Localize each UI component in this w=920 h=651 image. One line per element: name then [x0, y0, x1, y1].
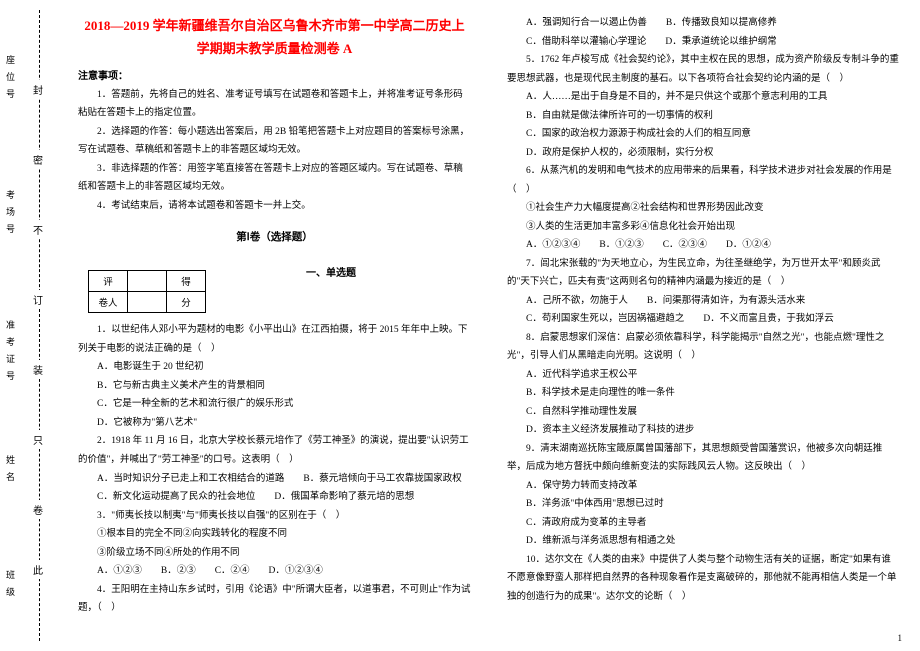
binding-label-class: 班级	[4, 570, 17, 604]
question-option: A．①②③ B．②③ C．②④ D．①②③④	[78, 562, 471, 581]
fold-label: 不	[33, 220, 43, 239]
fold-label: 此	[33, 560, 43, 579]
left-column: 2018—2019 学年新疆维吾尔自治区乌鲁木齐市第一中学高二历史上 学期期末教…	[62, 0, 491, 651]
part-1-title: 第Ⅰ卷（选择题）	[78, 229, 471, 244]
question-option: A．电影诞生于 20 世纪初	[78, 358, 471, 377]
score-table: 评 得 卷人 分	[88, 270, 206, 313]
question-option: A．保守势力转而支持改革	[507, 477, 900, 496]
question-option: C．国家的政治权力源源于构成社会的人们的相互同意	[507, 125, 900, 144]
question-stem: 4．王阳明在主持山东乡试时，引用《论语》中"所谓大臣者，以道事君，不可则止"作为…	[78, 581, 471, 618]
score-cell: 分	[167, 292, 206, 313]
instructions-header: 注意事项：	[78, 67, 471, 82]
title-line-2: 学期期末教学质量检测卷 A	[78, 37, 471, 60]
question-stem: 1．以世纪伟人邓小平为题材的电影《小平出山》在江西拍摄，将于 2015 年年中上…	[78, 321, 471, 358]
question-option: D．维新派与洋务派思想有相通之处	[507, 532, 900, 551]
question-stem: 10．达尔文在《人类的由来》中提供了人类与整个动物生活有关的证据，断定"如果有谁…	[507, 551, 900, 607]
question-option: A．己所不欲，勿施于人 B．问渠那得清如许，为有源头活水来	[507, 292, 900, 311]
instruction-item: 2．选择题的作答：每小题选出答案后，用 2B 铅笔把答题卡上对应题目的答案标号涂…	[78, 123, 471, 160]
question-option: B．洋务派"中体西用"思想已过时	[507, 495, 900, 514]
question-sub: ①社会生产力大幅度提高②社会结构和世界形势因此改变	[507, 199, 900, 218]
score-cell: 得	[167, 271, 206, 292]
question-stem: 9．清末湖南巡抚陈宝箴原属曾国藩部下，其思想颇受曾国藩赏识，他被多次向朝廷推举，…	[507, 440, 900, 477]
question-option: C．借助科举以灌输心学理论 D．秉承道统论以维护纲常	[507, 33, 900, 52]
title-line-1: 2018—2019 学年新疆维吾尔自治区乌鲁木齐市第一中学高二历史上	[78, 14, 471, 37]
question-stem: 3．"师夷长技以制夷"与"师夷长技以自强"的区别在于（ ）	[78, 507, 471, 526]
fold-label: 密	[33, 150, 43, 169]
binding-label-examno: 准考证号	[4, 320, 17, 388]
question-stem: 8．启蒙思想家们深信：启蒙必须依靠科学，科学能揭示"自然之光"，也能点燃"理性之…	[507, 329, 900, 366]
question-option: D．政府是保护人权的，必须限制，实行分权	[507, 144, 900, 163]
binding-label-room: 考场号	[4, 190, 17, 241]
question-stem: 6．从蒸汽机的发明和电气技术的应用带来的后果看，科学技术进步对社会发展的作用是（…	[507, 162, 900, 199]
question-sub: ③阶级立场不同④所处的作用不同	[78, 544, 471, 563]
question-option: A．人……是出于自身是不目的，并不是只供这个或那个意志利用的工具	[507, 88, 900, 107]
question-option: C．它是一种全新的艺术和流行很广的娱乐形式	[78, 395, 471, 414]
question-option: A．①②③④ B．①②③ C．②③④ D．①②④	[507, 236, 900, 255]
question-option: C．苟利国家生死以，岂因祸福避趋之 D．不义而富且贵，于我如浮云	[507, 310, 900, 329]
question-sub: ③人类的生活更加丰富多彩④信息化社会开始出现	[507, 218, 900, 237]
instruction-item: 1．答题前，先将自己的姓名、准考证号填写在试题卷和答题卡上，并将准考证号条形码粘…	[78, 86, 471, 123]
score-cell: 卷人	[89, 292, 128, 313]
question-option: A．当时知识分子已走上和工农相结合的道路 B．蔡元培倾向于马工农靠拢国家政权	[78, 470, 471, 489]
score-cell: 评	[89, 271, 128, 292]
question-stem: 5．1762 年卢梭写成《社会契约论》，其中主权在民的思想，成为资产阶级反专制斗…	[507, 51, 900, 88]
fold-label: 订	[33, 290, 43, 309]
question-option: B．自由就是做法律所许可的一切事情的权利	[507, 107, 900, 126]
page-number: 1	[898, 633, 903, 643]
question-option: C．自然科学推动理性发展	[507, 403, 900, 422]
question-sub: ①根本目的完全不同②向实践转化的程度不同	[78, 525, 471, 544]
score-cell	[128, 292, 167, 313]
exam-title: 2018—2019 学年新疆维吾尔自治区乌鲁木齐市第一中学高二历史上 学期期末教…	[78, 14, 471, 61]
binding-dashed-line	[39, 10, 40, 641]
question-option: D．资本主义经济发展推动了科技的进步	[507, 421, 900, 440]
question-option: D．它被称为"第八艺术"	[78, 414, 471, 433]
question-option: B．它与新古典主义美术产生的背景相同	[78, 377, 471, 396]
instruction-item: 4．考试结束后，请将本试题卷和答题卡一并上交。	[78, 197, 471, 216]
right-column: A．强调知行合一以遏止伪善 B．传播致良知以提高修养 C．借助科举以灌输心学理论…	[491, 0, 920, 651]
question-option: B．科学技术是走向理性的唯一条件	[507, 384, 900, 403]
fold-label: 卷	[33, 500, 43, 519]
binding-margin: 座位号 考场号 准考证号 姓名 班级 封 密 不 订 装 只 卷 此	[0, 0, 62, 651]
score-cell	[128, 271, 167, 292]
question-stem: 7．闾北宋张载的"为天地立心，为生民立命，为往圣继绝学，为万世开太平"和顾炎武的…	[507, 255, 900, 292]
binding-label-name: 姓名	[4, 455, 17, 489]
question-option: C．清政府成为变革的主导者	[507, 514, 900, 533]
question-option: A．强调知行合一以遏止伪善 B．传播致良知以提高修养	[507, 14, 900, 33]
binding-label-seat: 座位号	[4, 55, 17, 106]
instruction-item: 3．非选择题的作答：用签字笔直接答在答题卡上对应的答题区域内。写在试题卷、草稿纸…	[78, 160, 471, 197]
fold-label: 封	[33, 80, 43, 99]
question-option: C．新文化运动提高了民众的社会地位 D．俄国革命影响了蔡元培的思想	[78, 488, 471, 507]
fold-label: 装	[33, 360, 43, 379]
fold-label: 只	[33, 430, 43, 449]
question-stem: 2．1918 年 11 月 16 日，北京大学校长蔡元培作了《劳工神圣》的演说，…	[78, 432, 471, 469]
question-option: A．近代科学追求王权公平	[507, 366, 900, 385]
